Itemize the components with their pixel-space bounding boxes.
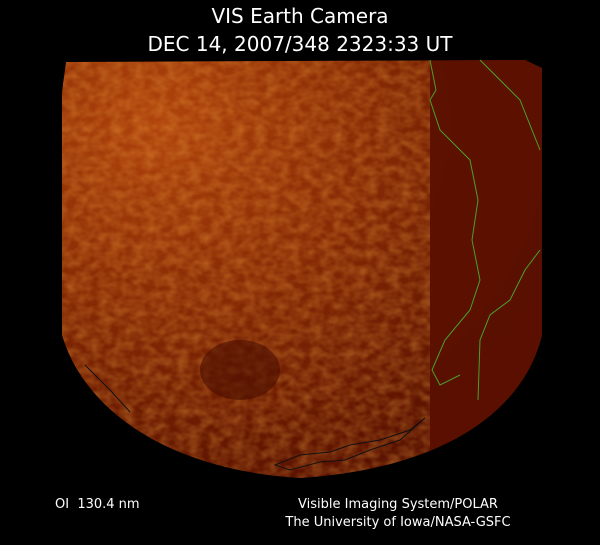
coastline: [273, 417, 426, 471]
image-dark-spot: [200, 340, 280, 400]
wavelength: OI 130.4 nm: [55, 497, 140, 512]
title: VIS Earth Camera: [211, 4, 388, 28]
instrument: Visible Imaging System/POLAR: [298, 497, 498, 512]
earth-image: [62, 60, 542, 478]
timestamp: DEC 14, 2007/348 2323:33 UT: [148, 32, 454, 56]
institution: The University of Iowa/NASA-GSFC: [284, 515, 510, 530]
coastline: [429, 59, 481, 386]
coastline: [84, 364, 131, 413]
coastline: [479, 59, 541, 151]
image-texture: [62, 60, 430, 478]
coastline: [477, 249, 541, 401]
